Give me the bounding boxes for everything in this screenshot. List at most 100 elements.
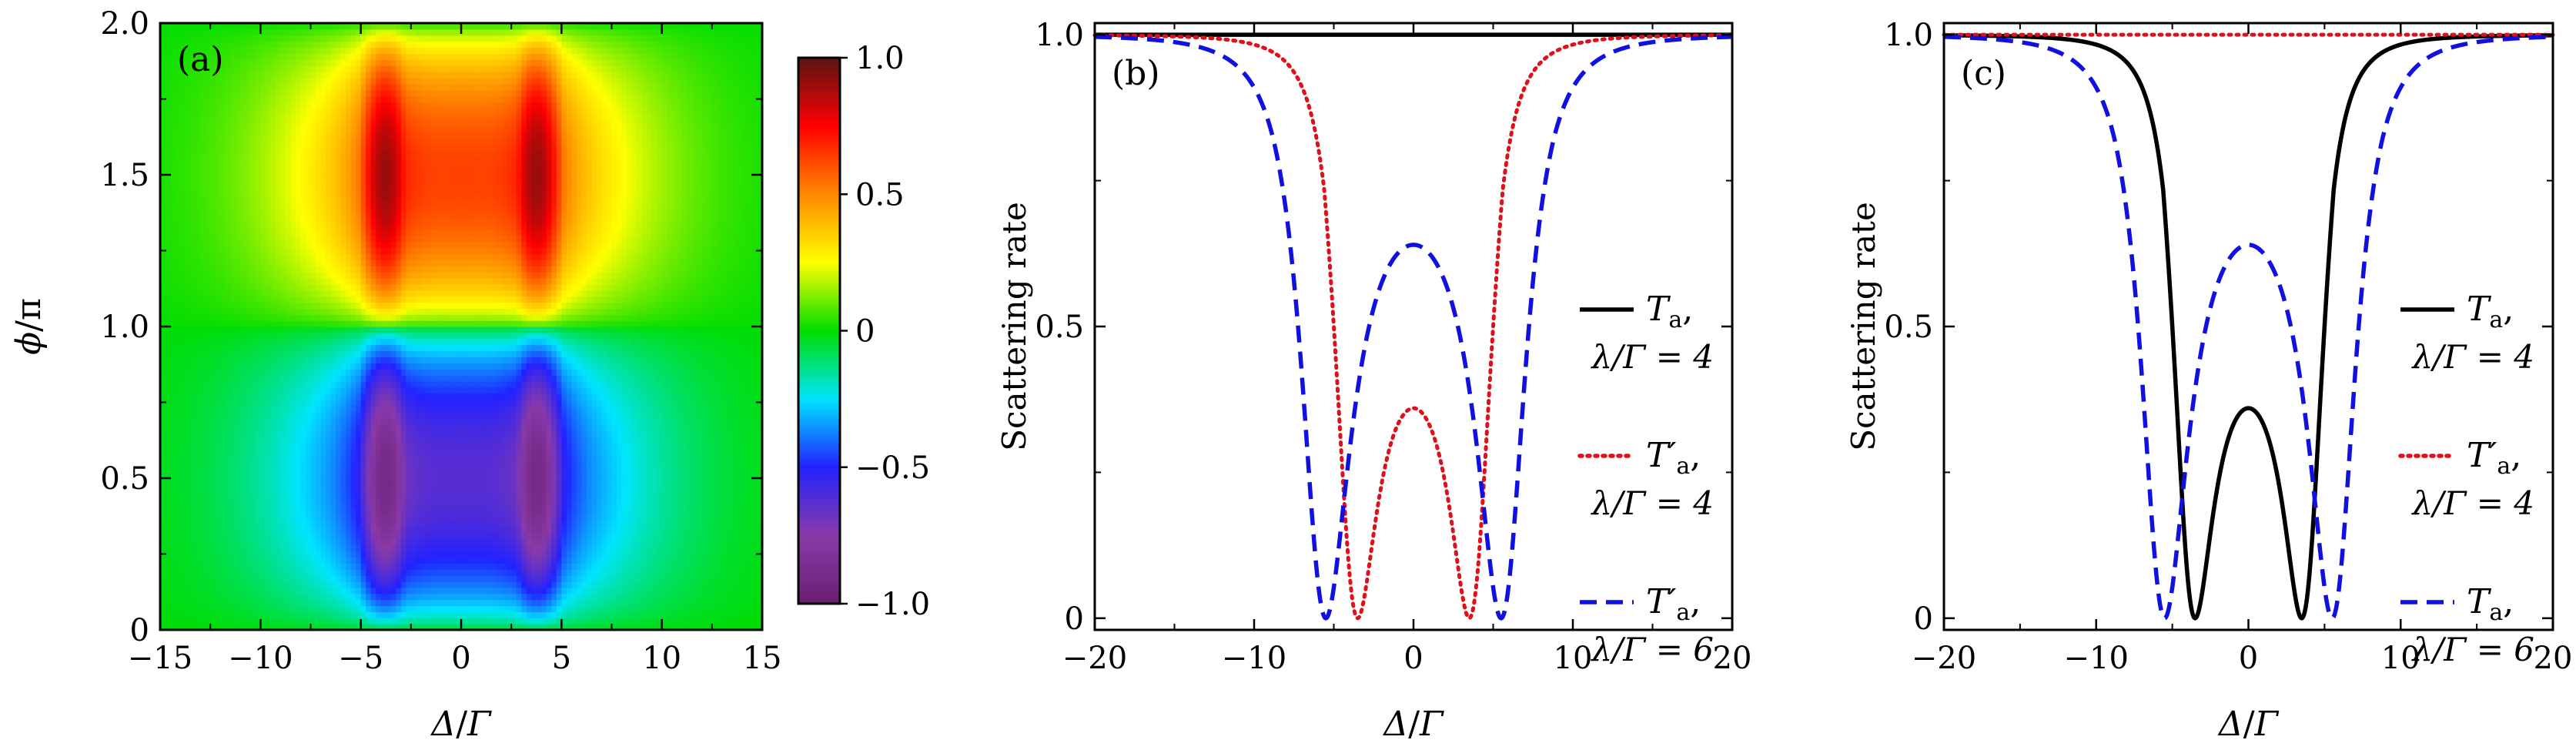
heatmap-cell [215, 563, 221, 570]
heatmap-cell [210, 435, 216, 443]
heatmap-cell [305, 521, 312, 527]
heatmap-cell [380, 89, 386, 97]
heatmap-cell [346, 241, 352, 249]
heatmap-cell [330, 314, 336, 321]
heatmap-cell [295, 138, 302, 146]
heatmap-cell [190, 253, 196, 260]
heatmap-cell [406, 581, 412, 588]
heatmap-cell [396, 380, 402, 388]
heatmap-cell [370, 460, 376, 467]
heatmap-cell [260, 569, 266, 576]
heatmap-cell [260, 102, 266, 109]
heatmap-cell [360, 156, 366, 163]
heatmap-cell [376, 624, 382, 631]
heatmap-cell [300, 478, 306, 485]
heatmap-cell [320, 283, 326, 291]
heatmap-cell [275, 235, 281, 243]
heatmap-cell [160, 35, 166, 42]
heatmap-cell [356, 447, 362, 455]
heatmap-cell [316, 83, 322, 91]
heatmap-cell [290, 247, 296, 255]
heatmap-cell [305, 338, 312, 346]
heatmap-cell [340, 314, 346, 321]
heatmap-cell [235, 23, 241, 30]
heatmap-cell [165, 357, 171, 363]
heatmap-cell [396, 65, 402, 72]
heatmap-cell [240, 460, 246, 467]
heatmap-cell [310, 53, 316, 60]
heatmap-cell [326, 296, 332, 303]
heatmap-cell [215, 95, 221, 103]
heatmap-cell [346, 272, 352, 279]
heatmap-cell [275, 357, 281, 363]
heatmap-cell [290, 447, 296, 455]
heatmap-cell [406, 132, 412, 139]
heatmap-cell [360, 424, 366, 430]
heatmap-cell [205, 308, 211, 315]
heatmap-cell [376, 223, 382, 230]
heatmap-cell [250, 357, 256, 363]
heatmap-cell [210, 120, 216, 127]
heatmap-cell [356, 199, 362, 206]
heatmap-cell [200, 259, 206, 266]
heatmap-cell [225, 496, 231, 504]
heatmap-cell [326, 59, 332, 66]
heatmap-cell [200, 193, 206, 200]
heatmap-cell [265, 514, 271, 521]
heatmap-cell [170, 89, 176, 97]
heatmap-cell [366, 484, 372, 491]
heatmap-cell [240, 326, 246, 333]
heatmap-cell [380, 411, 386, 418]
heatmap-cell [295, 387, 302, 394]
heatmap-cell [270, 338, 276, 346]
heatmap-cell [280, 132, 286, 139]
heatmap-cell [356, 53, 362, 60]
heatmap-cell [185, 296, 191, 303]
heatmap-cell [386, 532, 392, 540]
heatmap-cell [340, 532, 346, 540]
heatmap-cell [230, 363, 236, 370]
heatmap-cell [350, 363, 356, 370]
heatmap-cell [250, 169, 256, 176]
heatmap-cell [215, 593, 221, 601]
heatmap-cell [326, 259, 332, 266]
heatmap-cell [190, 460, 196, 467]
heatmap-cell [310, 162, 316, 169]
heatmap-cell [225, 72, 231, 79]
heatmap-cell [396, 472, 402, 479]
heatmap-cell [160, 405, 166, 412]
heatmap-cell [396, 241, 402, 249]
heatmap-cell [280, 223, 286, 230]
heatmap-cell [235, 253, 241, 260]
heatmap-cell [330, 108, 336, 115]
heatmap-cell [326, 272, 332, 279]
heatmap-cell [390, 332, 396, 340]
heatmap-cell [265, 150, 271, 157]
heatmap-cell [330, 544, 336, 552]
heatmap-cell [406, 478, 412, 485]
heatmap-cell [380, 326, 386, 333]
heatmap-cell [175, 472, 181, 479]
heatmap-cell [406, 150, 412, 157]
heatmap-cell [366, 557, 372, 564]
heatmap-cell [255, 241, 261, 249]
heatmap-cell [160, 132, 166, 139]
heatmap-cell [230, 290, 236, 297]
heatmap-cell [300, 405, 306, 412]
heatmap-cell [180, 618, 186, 624]
heatmap-cell [400, 169, 406, 176]
heatmap-cell [260, 290, 266, 297]
heatmap-cell [396, 217, 402, 224]
heatmap-cell [265, 156, 271, 163]
heatmap-cell [366, 429, 372, 437]
heatmap-cell [396, 150, 402, 157]
heatmap-cell [240, 466, 246, 473]
heatmap-cell [336, 53, 342, 60]
heatmap-cell [225, 387, 231, 394]
heatmap-cell [300, 169, 306, 176]
heatmap-cell [320, 108, 326, 115]
heatmap-cell [346, 229, 352, 236]
heatmap-cell [180, 363, 186, 370]
heatmap-cell [400, 290, 406, 297]
heatmap-cell [285, 551, 292, 558]
